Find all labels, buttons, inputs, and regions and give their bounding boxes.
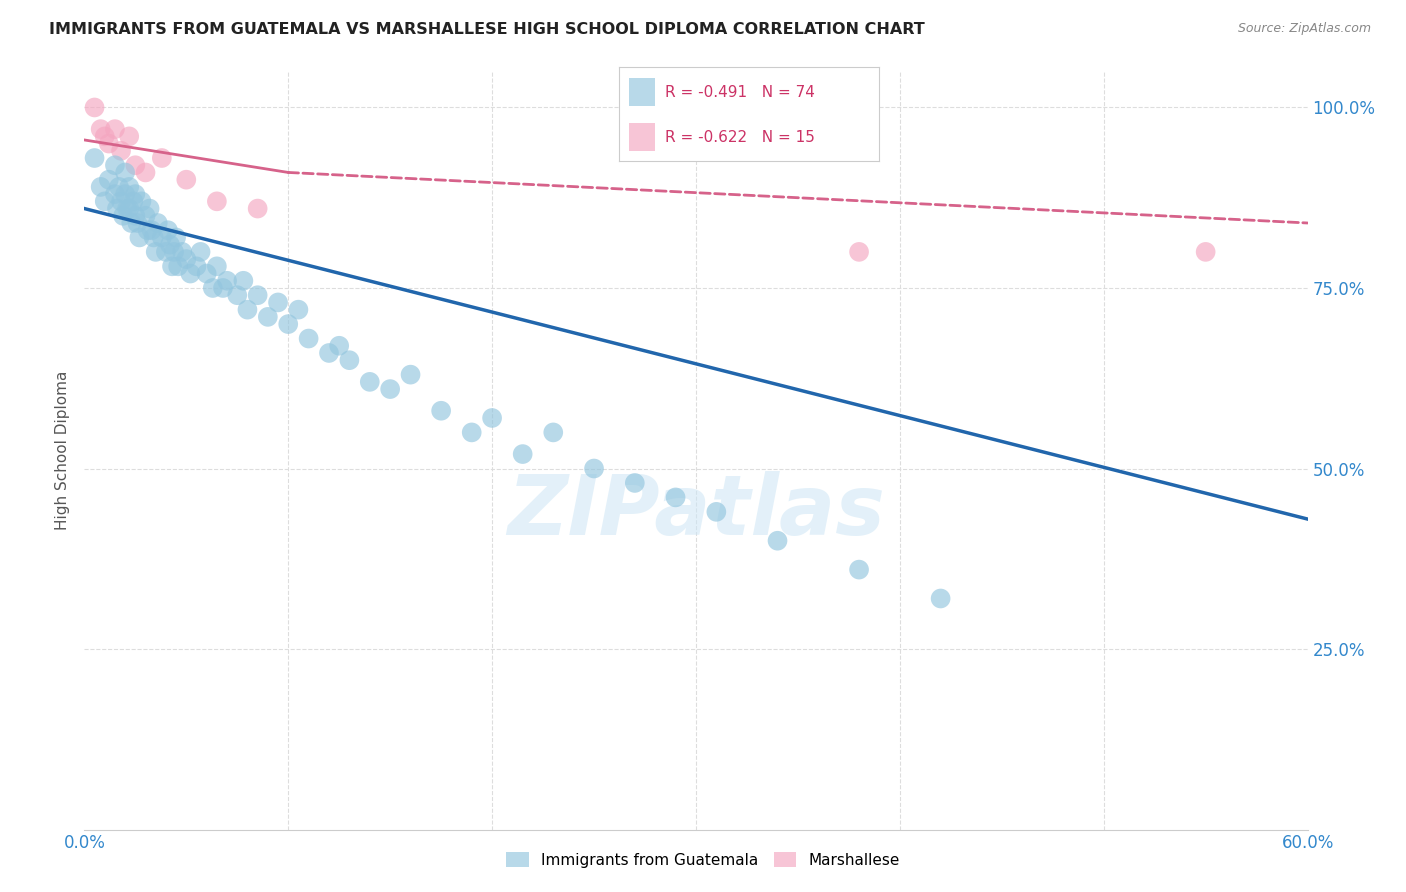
Point — [190, 244, 212, 259]
Point — [665, 491, 688, 505]
Point — [929, 591, 952, 606]
Point — [430, 403, 453, 417]
Point — [150, 230, 173, 244]
Point — [267, 295, 290, 310]
Point — [583, 461, 606, 475]
Point — [165, 230, 187, 244]
Point — [135, 209, 157, 223]
Point — [159, 237, 181, 252]
Point — [236, 302, 259, 317]
Point — [146, 216, 169, 230]
Point — [246, 202, 269, 216]
Point — [848, 563, 870, 577]
Point — [136, 223, 159, 237]
Point — [172, 244, 194, 259]
Point — [328, 339, 350, 353]
Point — [93, 129, 115, 144]
Point — [110, 144, 132, 158]
Point — [97, 172, 120, 186]
Point — [104, 158, 127, 172]
Point — [201, 281, 224, 295]
Point — [246, 288, 269, 302]
Point — [118, 202, 141, 216]
Point — [359, 375, 381, 389]
Point — [104, 122, 127, 136]
Point — [257, 310, 280, 324]
Point — [97, 136, 120, 151]
Legend: Immigrants from Guatemala, Marshallese: Immigrants from Guatemala, Marshallese — [498, 844, 908, 875]
Bar — [628, 123, 655, 152]
Point — [114, 165, 136, 179]
Point — [226, 288, 249, 302]
Point — [114, 187, 136, 202]
Point — [179, 267, 201, 281]
Point — [481, 411, 503, 425]
Point — [90, 122, 112, 136]
Point — [186, 260, 208, 274]
Point — [83, 151, 105, 165]
Point — [766, 533, 789, 548]
Point — [131, 194, 153, 209]
Point — [122, 194, 145, 209]
Point — [105, 202, 128, 216]
Point — [150, 151, 173, 165]
Point — [110, 194, 132, 209]
Text: R = -0.622   N = 15: R = -0.622 N = 15 — [665, 129, 815, 145]
Point — [142, 230, 165, 244]
Point — [232, 274, 254, 288]
Text: Source: ZipAtlas.com: Source: ZipAtlas.com — [1237, 22, 1371, 36]
Point — [145, 244, 167, 259]
Point — [380, 382, 402, 396]
Point — [118, 129, 141, 144]
Point — [298, 332, 321, 346]
Point — [127, 216, 149, 230]
Point — [118, 180, 141, 194]
Point — [399, 368, 422, 382]
Point — [174, 172, 197, 186]
Point — [212, 281, 235, 295]
Point — [155, 244, 177, 259]
Point — [167, 260, 190, 274]
Point — [135, 165, 157, 179]
Point — [706, 505, 728, 519]
Point — [1195, 244, 1218, 259]
Point — [160, 260, 183, 274]
Bar — [628, 78, 655, 106]
Point — [163, 244, 186, 259]
Point — [128, 230, 150, 244]
Point — [318, 346, 340, 360]
Text: R = -0.491   N = 74: R = -0.491 N = 74 — [665, 85, 815, 100]
Text: ZIPatlas: ZIPatlas — [508, 471, 884, 551]
Point — [543, 425, 565, 440]
Y-axis label: High School Diploma: High School Diploma — [55, 371, 70, 530]
Point — [104, 187, 127, 202]
Point — [287, 302, 309, 317]
Point — [156, 223, 179, 237]
Point — [848, 244, 870, 259]
Point — [115, 202, 138, 216]
Point — [83, 100, 105, 114]
Point — [195, 267, 218, 281]
Point — [624, 475, 647, 490]
Point — [217, 274, 239, 288]
Point — [112, 209, 135, 223]
Point — [124, 187, 146, 202]
Point — [461, 425, 484, 440]
Point — [108, 180, 131, 194]
Point — [90, 180, 112, 194]
Point — [124, 209, 146, 223]
Point — [205, 260, 228, 274]
Point — [141, 223, 163, 237]
Point — [174, 252, 197, 266]
Point — [93, 194, 115, 209]
Point — [339, 353, 361, 368]
Point — [138, 202, 160, 216]
Point — [277, 317, 299, 331]
Point — [205, 194, 228, 209]
Point — [124, 158, 146, 172]
Point — [120, 216, 142, 230]
Point — [512, 447, 534, 461]
Text: IMMIGRANTS FROM GUATEMALA VS MARSHALLESE HIGH SCHOOL DIPLOMA CORRELATION CHART: IMMIGRANTS FROM GUATEMALA VS MARSHALLESE… — [49, 22, 925, 37]
